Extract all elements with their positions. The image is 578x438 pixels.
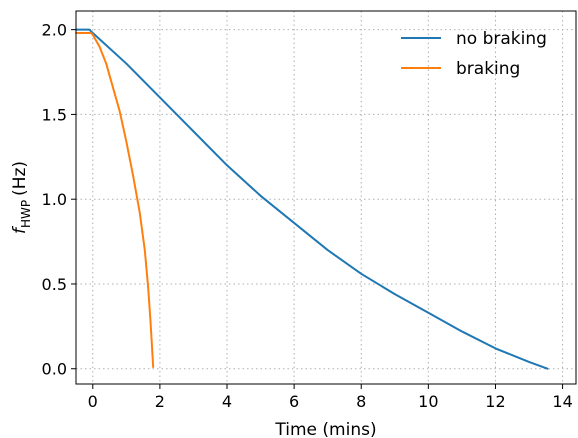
series-group xyxy=(75,28,549,370)
series-line-braking xyxy=(75,32,155,369)
x-tick-label: 4 xyxy=(222,392,232,411)
y-tick-label: 2.0 xyxy=(42,21,67,40)
x-tick-label: 2 xyxy=(155,392,165,411)
x-axis-label: Time (mins) xyxy=(274,420,376,438)
x-axis: 0 2 4 6 8 10 12 14 xyxy=(88,384,573,411)
legend-label-braking: braking xyxy=(456,59,520,79)
y-axis-label-symbol: f xyxy=(10,225,30,234)
legend-label-no-braking: no braking xyxy=(456,29,547,49)
y-axis-label: fHWP (Hz) xyxy=(10,161,33,234)
x-tick-label: 0 xyxy=(88,392,98,411)
x-tick-label: 12 xyxy=(485,392,505,411)
grid-lines xyxy=(76,11,576,384)
y-axis: 0.0 0.5 1.0 1.5 2.0 xyxy=(42,21,76,379)
y-tick-label: 0.5 xyxy=(42,275,67,294)
y-tick-label: 1.5 xyxy=(42,105,67,124)
y-axis-label-unit: (Hz) xyxy=(10,161,30,196)
y-tick-label: 1.0 xyxy=(42,190,67,209)
y-tick-label: 0.0 xyxy=(42,360,67,379)
x-tick-label: 6 xyxy=(289,392,299,411)
legend: no braking braking xyxy=(401,29,547,79)
series-line-no-braking xyxy=(75,28,549,370)
x-tick-label: 8 xyxy=(356,392,366,411)
plot-frame xyxy=(75,10,577,385)
x-tick-label: 14 xyxy=(552,392,572,411)
y-axis-label-subscript: HWP xyxy=(19,200,33,228)
x-tick-label: 10 xyxy=(418,392,438,411)
